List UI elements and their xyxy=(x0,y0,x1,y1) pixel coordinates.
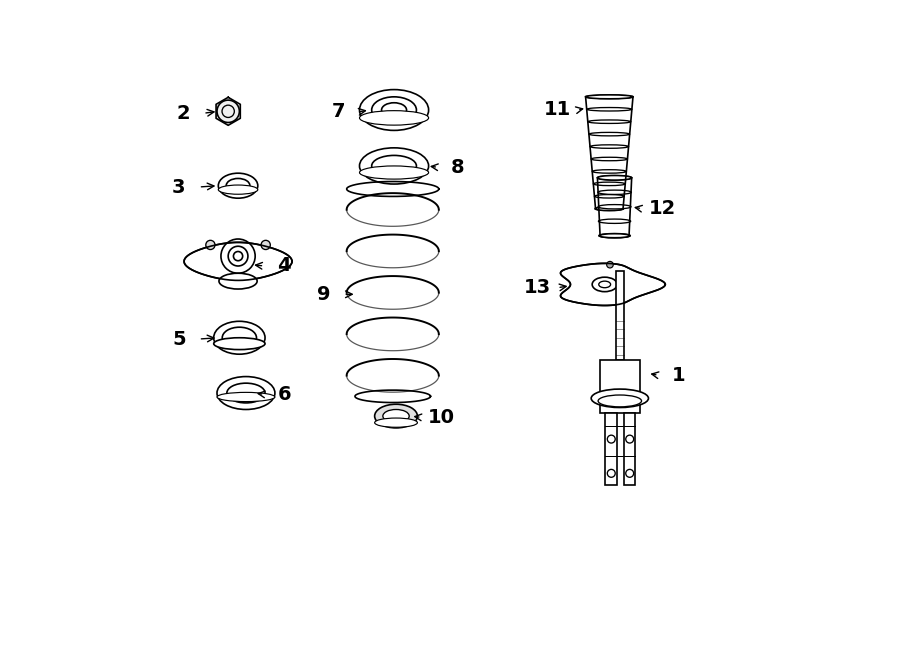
Ellipse shape xyxy=(598,176,632,180)
Ellipse shape xyxy=(589,132,630,136)
Ellipse shape xyxy=(359,166,428,179)
Ellipse shape xyxy=(382,102,407,117)
Ellipse shape xyxy=(359,148,428,184)
Ellipse shape xyxy=(599,234,630,238)
Ellipse shape xyxy=(219,173,257,198)
Ellipse shape xyxy=(586,95,633,98)
Circle shape xyxy=(261,241,270,250)
FancyBboxPatch shape xyxy=(616,271,624,360)
Text: 6: 6 xyxy=(277,385,291,404)
Text: 11: 11 xyxy=(544,100,571,120)
Text: 12: 12 xyxy=(648,199,676,218)
Ellipse shape xyxy=(222,327,256,348)
Circle shape xyxy=(607,261,613,268)
Ellipse shape xyxy=(374,405,418,428)
Ellipse shape xyxy=(598,175,632,180)
Circle shape xyxy=(608,469,616,477)
Ellipse shape xyxy=(372,97,417,123)
Text: 3: 3 xyxy=(172,178,185,196)
Ellipse shape xyxy=(598,205,631,209)
Ellipse shape xyxy=(588,120,631,124)
Circle shape xyxy=(206,241,215,250)
Ellipse shape xyxy=(382,409,410,422)
Ellipse shape xyxy=(596,207,623,210)
Circle shape xyxy=(608,435,616,443)
Circle shape xyxy=(217,100,239,122)
Ellipse shape xyxy=(592,277,617,292)
Text: 13: 13 xyxy=(524,278,551,297)
Text: 7: 7 xyxy=(331,102,345,122)
Ellipse shape xyxy=(359,110,428,125)
Ellipse shape xyxy=(213,338,265,350)
Ellipse shape xyxy=(598,219,631,223)
Ellipse shape xyxy=(226,178,250,193)
Ellipse shape xyxy=(374,418,418,427)
FancyBboxPatch shape xyxy=(606,412,616,485)
Ellipse shape xyxy=(598,190,631,194)
Text: 1: 1 xyxy=(671,366,685,385)
Text: 8: 8 xyxy=(451,158,464,176)
Ellipse shape xyxy=(592,170,626,173)
Text: 4: 4 xyxy=(277,256,291,276)
Ellipse shape xyxy=(217,393,274,402)
Ellipse shape xyxy=(219,185,257,194)
Text: 2: 2 xyxy=(176,104,190,123)
Polygon shape xyxy=(184,243,292,280)
Ellipse shape xyxy=(594,194,624,198)
Polygon shape xyxy=(561,263,665,305)
Ellipse shape xyxy=(591,157,627,161)
Ellipse shape xyxy=(213,321,265,354)
Ellipse shape xyxy=(590,145,628,148)
Ellipse shape xyxy=(587,108,632,111)
Text: 5: 5 xyxy=(172,330,185,348)
Ellipse shape xyxy=(598,233,630,238)
Text: 9: 9 xyxy=(317,285,330,304)
Ellipse shape xyxy=(227,383,265,403)
Ellipse shape xyxy=(598,395,642,407)
FancyBboxPatch shape xyxy=(624,412,635,485)
FancyBboxPatch shape xyxy=(600,360,640,412)
Ellipse shape xyxy=(359,90,428,130)
Ellipse shape xyxy=(372,155,417,176)
Circle shape xyxy=(626,469,634,477)
Ellipse shape xyxy=(591,389,649,408)
Ellipse shape xyxy=(595,207,624,211)
Ellipse shape xyxy=(593,182,626,186)
Circle shape xyxy=(626,435,634,443)
Ellipse shape xyxy=(586,95,633,99)
Ellipse shape xyxy=(217,377,274,409)
Ellipse shape xyxy=(219,273,257,289)
Text: 10: 10 xyxy=(428,408,454,427)
